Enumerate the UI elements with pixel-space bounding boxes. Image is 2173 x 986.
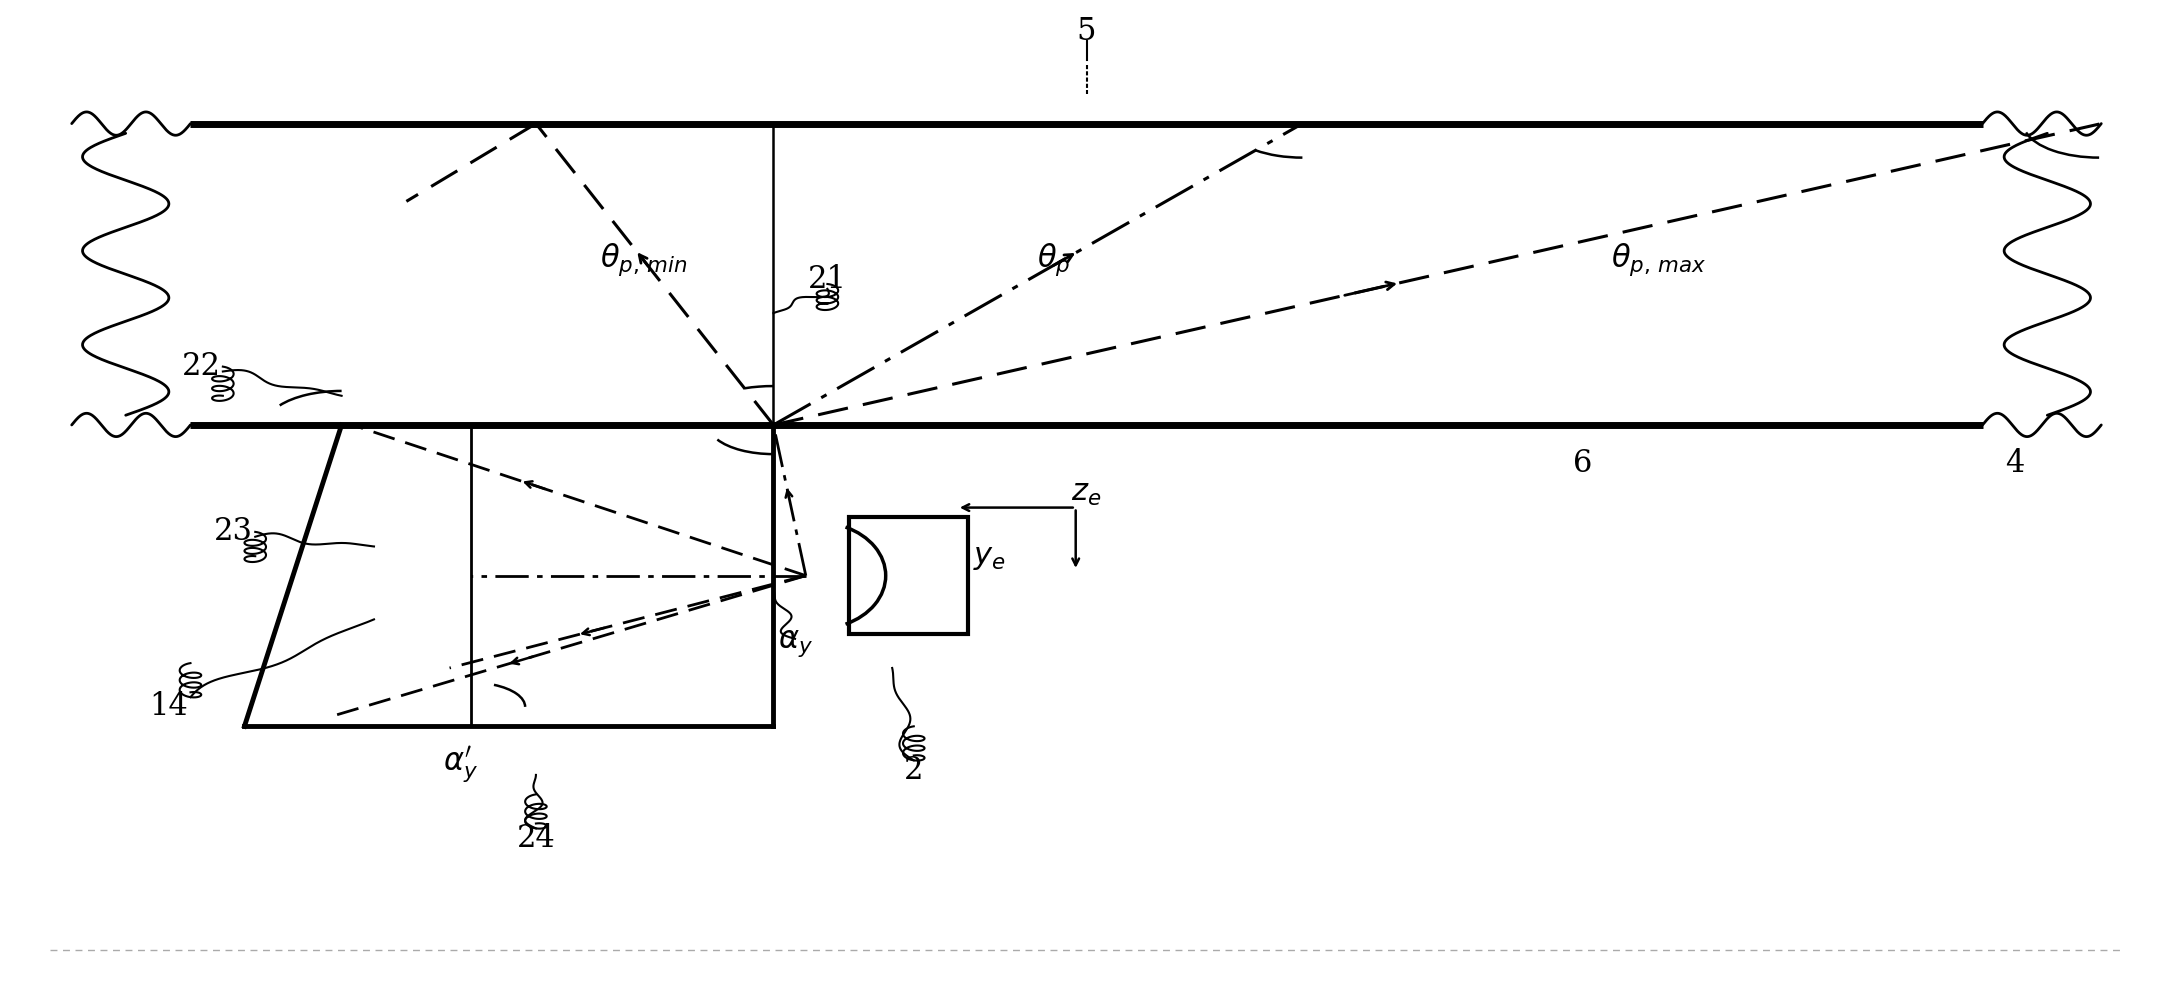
Text: 24: 24 bbox=[517, 822, 556, 854]
Text: $y_{e}$: $y_{e}$ bbox=[974, 540, 1006, 572]
Text: 22: 22 bbox=[183, 351, 222, 383]
Bar bbox=[850, 518, 967, 634]
Text: 4: 4 bbox=[2006, 449, 2025, 479]
Text: 14: 14 bbox=[150, 691, 189, 723]
Text: $\alpha_{y}$: $\alpha_{y}$ bbox=[778, 628, 813, 660]
Text: $\alpha^{\prime}_{y}$: $\alpha^{\prime}_{y}$ bbox=[443, 744, 478, 786]
Text: $z_{e}$: $z_{e}$ bbox=[1071, 477, 1102, 509]
Text: 5: 5 bbox=[1078, 16, 1095, 46]
Text: 21: 21 bbox=[808, 263, 847, 295]
Text: $\theta_{p}$: $\theta_{p}$ bbox=[1037, 242, 1071, 278]
Text: 2: 2 bbox=[904, 754, 924, 786]
Text: 6: 6 bbox=[1573, 449, 1593, 479]
Text: $\theta_{p,\,min}$: $\theta_{p,\,min}$ bbox=[600, 242, 687, 278]
Text: 23: 23 bbox=[215, 517, 252, 547]
Text: $\theta_{p,\,max}$: $\theta_{p,\,max}$ bbox=[1610, 242, 1706, 278]
